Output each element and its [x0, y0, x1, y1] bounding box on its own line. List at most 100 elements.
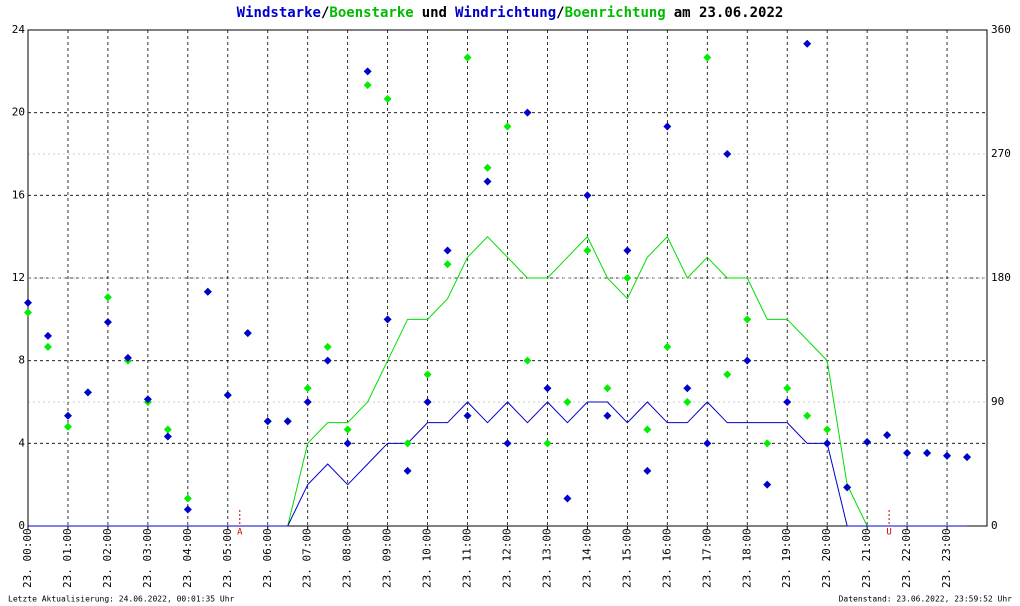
title-part: /: [321, 5, 329, 21]
direction-marker: [763, 439, 772, 448]
annotation: U: [886, 528, 891, 538]
x-tick-label: 23. 23:00: [940, 528, 953, 588]
direction-marker: [663, 342, 672, 351]
y-tick-label: 0: [18, 519, 25, 532]
y-tick-label: 16: [12, 188, 25, 201]
direction-marker: [103, 318, 112, 327]
direction-marker: [743, 315, 752, 324]
y-tick-label: 8: [18, 354, 25, 367]
direction-marker: [143, 395, 152, 404]
direction-marker: [383, 94, 392, 103]
direction-marker: [523, 108, 532, 117]
title-part: Boenstarke: [329, 5, 413, 21]
direction-marker: [663, 122, 672, 131]
direction-marker: [163, 425, 172, 434]
direction-marker: [343, 439, 352, 448]
x-tick-label: 23. 03:00: [141, 528, 154, 588]
direction-marker: [943, 451, 952, 460]
direction-marker: [683, 398, 692, 406]
y2-tick-label: 360: [991, 23, 1011, 36]
direction-marker: [123, 353, 132, 362]
x-tick-label: 23. 19:00: [780, 528, 793, 588]
direction-marker: [803, 39, 812, 48]
direction-marker: [363, 67, 372, 76]
y-tick-label: 24: [12, 23, 26, 36]
x-tick-label: 23. 00:00: [21, 528, 34, 588]
title-part: Boenrichtung: [565, 5, 666, 21]
direction-marker: [24, 298, 32, 307]
direction-marker: [463, 53, 472, 62]
chart-title: Windstarke/Boenstarke und Windrichtung/Boe…: [237, 5, 784, 21]
direction-marker: [763, 480, 772, 489]
direction-marker: [783, 398, 792, 406]
footer-right: Datenstand: 23.06.2022, 23:59:52 Uhr: [839, 595, 1013, 604]
direction-marker: [243, 329, 252, 338]
direction-marker: [223, 391, 232, 400]
direction-marker: [723, 150, 732, 158]
direction-marker: [583, 191, 592, 200]
direction-marker: [543, 384, 552, 393]
direction-marker: [503, 439, 512, 448]
y-tick-label: 20: [12, 106, 25, 119]
direction-marker: [743, 356, 752, 365]
direction-marker: [103, 293, 112, 302]
direction-marker: [863, 437, 872, 446]
direction-marker: [883, 431, 892, 440]
x-tick-label: 23. 14:00: [580, 528, 593, 588]
x-tick-label: 23. 05:00: [221, 528, 234, 588]
direction-marker: [483, 177, 492, 186]
direction-marker: [783, 384, 792, 393]
direction-marker: [923, 448, 932, 457]
x-tick-label: 23. 12:00: [501, 528, 514, 588]
footer-left: Letzte Aktualisierung: 24.06.2022, 00:01…: [8, 595, 235, 604]
title-part: am 23.06.2022: [674, 5, 784, 21]
direction-marker: [43, 331, 52, 340]
direction-marker: [303, 384, 312, 393]
direction-marker: [423, 370, 432, 379]
title-part: Windstarke: [237, 5, 321, 21]
direction-marker: [963, 453, 972, 462]
direction-marker: [543, 439, 552, 448]
direction-marker: [323, 356, 332, 365]
title-part: /: [556, 5, 564, 21]
direction-marker: [363, 81, 372, 90]
series-line: [28, 401, 968, 527]
direction-marker: [423, 398, 432, 406]
x-tick-label: 23. 02:00: [101, 528, 114, 588]
direction-marker: [503, 122, 512, 131]
direction-marker: [183, 494, 192, 503]
direction-marker: [203, 287, 212, 296]
direction-marker: [643, 425, 652, 434]
x-tick-label: 23. 08:00: [341, 528, 354, 588]
direction-marker: [443, 260, 452, 269]
direction-marker: [603, 411, 612, 420]
x-tick-label: 23. 11:00: [461, 528, 474, 588]
direction-marker: [703, 439, 712, 448]
direction-marker: [343, 425, 352, 434]
direction-marker: [483, 163, 492, 172]
x-tick-label: 23. 22:00: [900, 528, 913, 588]
x-tick-label: 23. 07:00: [301, 528, 314, 588]
direction-marker: [403, 439, 412, 448]
direction-marker: [623, 246, 632, 255]
direction-marker: [63, 411, 72, 420]
x-tick-label: 23. 10:00: [421, 528, 434, 588]
x-tick-label: 23. 15:00: [620, 528, 633, 588]
x-tick-label: 23. 13:00: [540, 528, 553, 588]
direction-marker: [43, 342, 52, 351]
x-tick-label: 23. 09:00: [381, 528, 394, 588]
direction-marker: [63, 422, 72, 431]
direction-marker: [563, 398, 572, 406]
direction-marker: [523, 356, 532, 365]
direction-marker: [383, 315, 392, 324]
direction-marker: [403, 466, 412, 475]
x-tick-label: 23. 01:00: [61, 528, 74, 588]
direction-marker: [803, 411, 812, 420]
annotation: A: [237, 528, 243, 538]
direction-marker: [83, 388, 92, 397]
y-tick-label: 12: [12, 271, 25, 284]
direction-marker: [24, 308, 32, 317]
x-tick-label: 23. 04:00: [181, 528, 194, 588]
direction-marker: [723, 370, 732, 379]
